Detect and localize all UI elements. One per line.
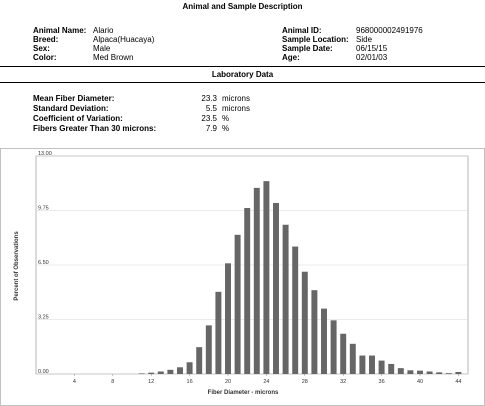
sample-date-label: Sample Date: <box>282 44 333 53</box>
fgt-value: 7.9 <box>205 124 217 133</box>
histogram-bar <box>369 355 375 374</box>
histogram-bar <box>148 372 155 374</box>
histogram-bar <box>321 308 327 374</box>
histogram-bar <box>177 367 183 374</box>
color-value: Med Brown <box>93 53 134 62</box>
sd-label: Standard Deviation: <box>33 104 109 113</box>
histogram-bar <box>417 370 423 374</box>
sex-label: Sex: <box>33 44 50 53</box>
histogram-bar <box>378 360 385 374</box>
y-tick-label: 13.00 <box>38 151 52 157</box>
sd-value: 5.5 <box>205 104 217 113</box>
histogram-bar <box>225 263 231 374</box>
histogram-bar <box>349 343 356 374</box>
histogram-bar <box>244 207 251 374</box>
animal-id-label: Animal ID: <box>282 26 322 35</box>
animal-id-value: 968000002491976 <box>356 26 423 35</box>
histogram-bar <box>253 187 260 374</box>
histogram-bar <box>282 224 289 374</box>
y-tick-label: 6.50 <box>38 260 49 266</box>
mfd-value: 23.3 <box>201 94 217 103</box>
sex-value: Male <box>93 44 111 53</box>
histogram-bar <box>215 291 222 374</box>
cv-label: Coefficient of Variation: <box>33 114 123 123</box>
y-tick-label: 0.00 <box>38 369 49 375</box>
histogram-bar <box>311 290 318 374</box>
x-tick-label: 12 <box>148 379 154 385</box>
cv-value: 23.5 <box>201 114 217 123</box>
histogram-bar <box>407 370 414 374</box>
histogram-bar <box>301 271 308 374</box>
sample-location-label: Sample Location: <box>282 35 349 44</box>
y-axis-label: Percent of Observations <box>14 231 20 301</box>
sd-unit: microns <box>222 104 251 113</box>
histogram-bar <box>205 325 212 374</box>
histogram-bar <box>388 363 395 374</box>
section-divider-top <box>0 66 485 67</box>
breed-value: Alpaca(Huacaya) <box>93 35 155 44</box>
color-label: Color: <box>33 53 57 62</box>
x-tick-label: 20 <box>225 379 231 385</box>
histogram-bar <box>292 246 299 374</box>
age-value: 02/01/03 <box>356 53 388 62</box>
histogram-bar <box>263 181 270 374</box>
x-tick-label: 36 <box>379 379 385 385</box>
y-tick-label: 3.25 <box>38 315 49 321</box>
histogram-bar <box>455 371 462 374</box>
histogram-bar <box>330 320 337 374</box>
x-tick-label: 44 <box>455 379 461 385</box>
histogram-bar <box>397 368 404 374</box>
section-divider-bottom <box>0 82 485 83</box>
x-tick-label: 16 <box>187 379 193 385</box>
histogram-bar <box>186 362 193 374</box>
lab-data-title: Laboratory Data <box>211 70 274 79</box>
fgt-unit: % <box>222 124 230 133</box>
sample-location-value: Side <box>356 35 373 44</box>
breed-label: Breed: <box>33 35 59 44</box>
age-label: Age: <box>282 53 300 62</box>
histogram-bar <box>426 371 433 374</box>
x-tick-label: 4 <box>73 379 76 385</box>
mfd-unit: microns <box>222 94 251 103</box>
x-tick-label: 8 <box>111 379 114 385</box>
mfd-label: Mean Fiber Diameter: <box>33 94 115 103</box>
x-axis-label: Fiber Diameter - microns <box>208 390 279 396</box>
histogram-bar <box>138 373 145 374</box>
report-title: Animal and Sample Description <box>182 2 303 11</box>
fiber-diameter-histogram: 0.00 3.25 6.50 9.75 13.00 4 8 12 16 20 24 28 32 36 40… <box>0 148 485 406</box>
histogram-bar <box>359 355 366 374</box>
x-tick-label: 32 <box>340 379 346 385</box>
y-tick-label: 9.75 <box>38 206 49 212</box>
x-tick-label: 28 <box>302 379 308 385</box>
histogram-bar <box>167 369 174 374</box>
x-tick-label: 24 <box>263 379 269 385</box>
histogram-bar <box>445 373 452 374</box>
histogram-bar <box>157 371 164 374</box>
x-tick-label: 40 <box>417 379 423 385</box>
cv-unit: % <box>222 114 230 123</box>
histogram-bar <box>234 234 241 374</box>
histogram-bar <box>340 333 347 374</box>
histogram-bar <box>196 347 203 374</box>
fgt-label: Fibers Greater Than 30 microns: <box>33 124 157 133</box>
histogram-bar <box>436 372 443 374</box>
animal-name-value: Alario <box>93 26 114 35</box>
animal-name-label: Animal Name: <box>33 26 87 35</box>
sample-date-value: 06/15/15 <box>356 44 388 53</box>
histogram-bar <box>273 202 279 374</box>
